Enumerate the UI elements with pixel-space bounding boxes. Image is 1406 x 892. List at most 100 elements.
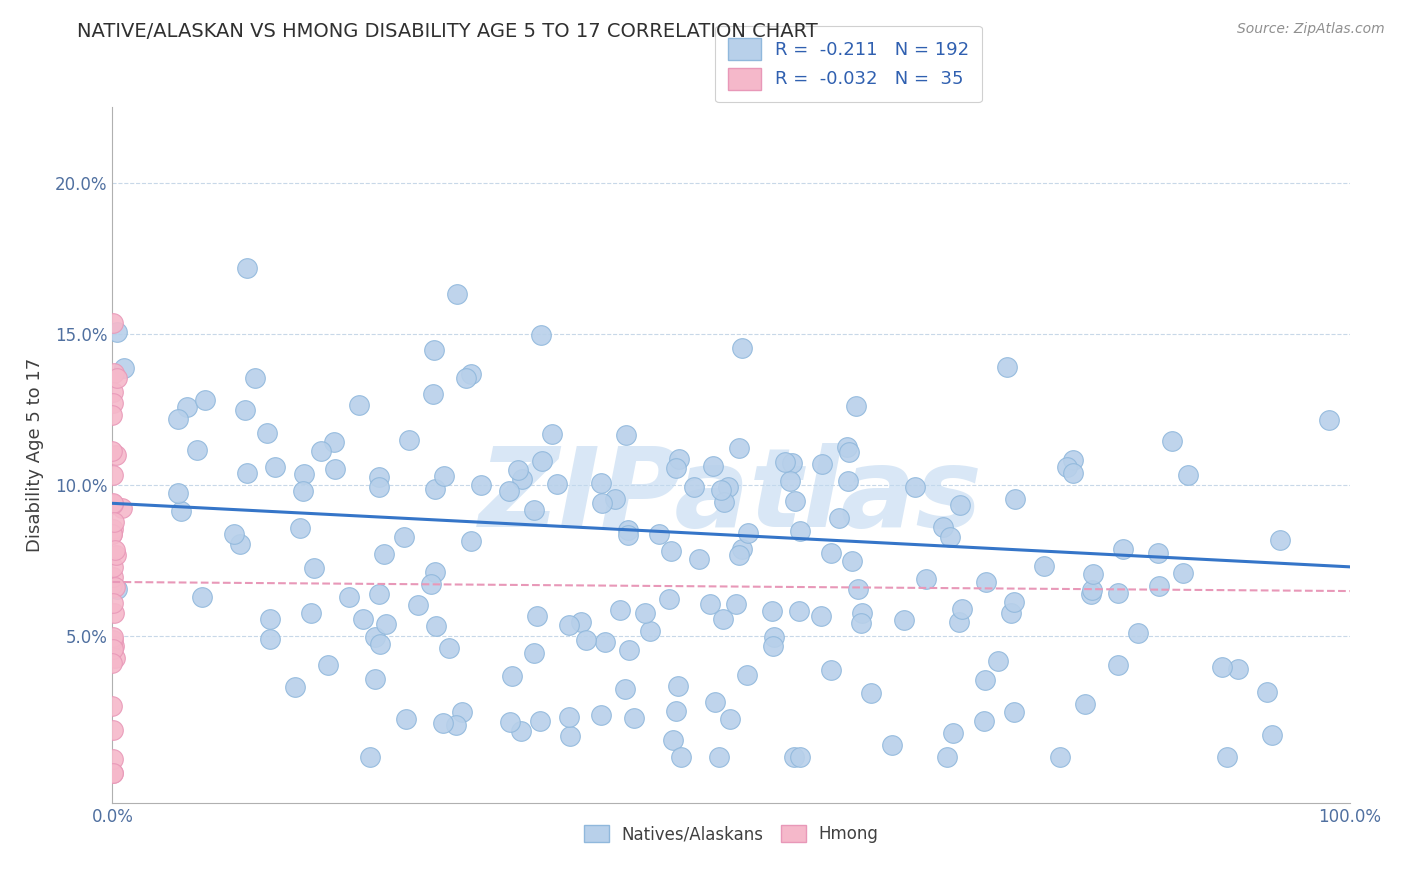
- Point: [603, 492, 626, 507]
- Point: [710, 483, 733, 498]
- Point: [731, 542, 754, 557]
- Point: [666, 679, 689, 693]
- Point: [558, 618, 581, 632]
- Point: [560, 729, 582, 743]
- Point: [569, 615, 592, 629]
- Point: [501, 669, 523, 683]
- Point: [423, 483, 446, 497]
- Point: [323, 462, 346, 476]
- Point: [617, 523, 640, 537]
- Point: [103, 639, 125, 653]
- Point: [837, 474, 859, 488]
- Point: [851, 606, 873, 620]
- Point: [444, 718, 467, 732]
- Point: [938, 530, 960, 544]
- Point: [1146, 546, 1168, 560]
- Point: [299, 606, 322, 620]
- Point: [789, 524, 811, 539]
- Point: [450, 705, 472, 719]
- Point: [101, 526, 124, 541]
- Point: [373, 547, 395, 561]
- Point: [1268, 533, 1291, 547]
- Point: [367, 469, 389, 483]
- Point: [432, 715, 454, 730]
- Y-axis label: Disability Age 5 to 17: Disability Age 5 to 17: [25, 358, 44, 552]
- Point: [718, 712, 741, 726]
- Point: [731, 341, 754, 355]
- Point: [974, 575, 997, 590]
- Point: [728, 442, 751, 456]
- Point: [420, 577, 443, 591]
- Point: [591, 496, 613, 510]
- Point: [1147, 579, 1170, 593]
- Point: [104, 580, 127, 594]
- Point: [1211, 660, 1233, 674]
- Point: [1177, 468, 1199, 483]
- Text: NATIVE/ALASKAN VS HMONG DISABILITY AGE 5 TO 17 CORRELATION CHART: NATIVE/ALASKAN VS HMONG DISABILITY AGE 5…: [77, 22, 818, 41]
- Point: [101, 468, 124, 483]
- Point: [903, 480, 925, 494]
- Point: [363, 630, 385, 644]
- Point: [259, 612, 281, 626]
- Point: [292, 483, 315, 498]
- Point: [717, 480, 740, 494]
- Point: [337, 590, 360, 604]
- Point: [245, 371, 267, 385]
- Point: [104, 548, 127, 562]
- Point: [1111, 541, 1133, 556]
- Point: [101, 396, 124, 410]
- Point: [841, 554, 863, 568]
- Point: [974, 673, 997, 687]
- Point: [591, 708, 613, 723]
- Point: [288, 521, 311, 535]
- Point: [259, 632, 281, 647]
- Point: [640, 624, 662, 639]
- Point: [101, 408, 124, 422]
- Point: [437, 641, 460, 656]
- Point: [103, 606, 125, 620]
- Point: [828, 510, 851, 524]
- Point: [931, 520, 953, 534]
- Point: [460, 367, 482, 381]
- Point: [593, 634, 616, 648]
- Point: [101, 723, 124, 738]
- Point: [1002, 705, 1025, 719]
- Point: [101, 570, 124, 584]
- Text: ZIPatlas: ZIPatlas: [479, 443, 983, 550]
- Point: [316, 658, 339, 673]
- Point: [1319, 413, 1341, 427]
- Point: [614, 428, 637, 442]
- Point: [510, 471, 533, 485]
- Point: [101, 444, 124, 458]
- Point: [952, 601, 974, 615]
- Point: [1171, 566, 1194, 581]
- Point: [408, 598, 430, 612]
- Point: [541, 427, 564, 442]
- Point: [101, 698, 124, 713]
- Point: [111, 500, 134, 515]
- Point: [820, 545, 842, 559]
- Point: [101, 497, 124, 511]
- Point: [1062, 466, 1084, 480]
- Point: [222, 526, 245, 541]
- Point: [914, 573, 936, 587]
- Point: [460, 534, 482, 549]
- Point: [995, 360, 1018, 375]
- Point: [713, 495, 735, 509]
- Point: [1081, 583, 1104, 598]
- Point: [623, 711, 645, 725]
- Point: [668, 451, 690, 466]
- Point: [658, 592, 681, 607]
- Point: [425, 565, 447, 579]
- Point: [1000, 606, 1022, 620]
- Point: [170, 504, 193, 518]
- Point: [103, 560, 125, 574]
- Point: [1081, 567, 1104, 582]
- Point: [949, 499, 972, 513]
- Point: [394, 530, 416, 544]
- Point: [167, 485, 190, 500]
- Point: [1049, 750, 1071, 764]
- Point: [735, 668, 758, 682]
- Point: [470, 478, 492, 492]
- Point: [101, 522, 124, 536]
